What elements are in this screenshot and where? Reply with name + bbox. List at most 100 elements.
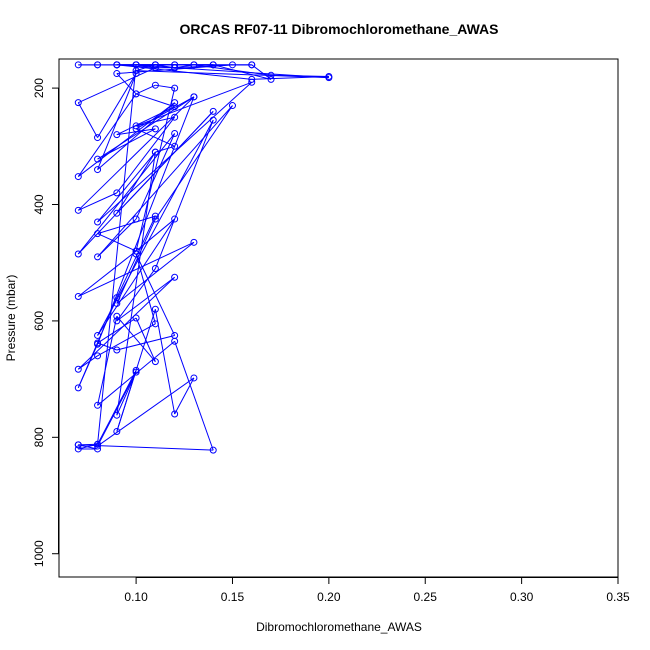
data-point	[74, 365, 82, 373]
series-segment	[135, 253, 156, 324]
series-segment	[116, 64, 252, 80]
series-segment	[116, 334, 175, 351]
series-segment	[97, 371, 137, 447]
series-segment	[97, 377, 195, 447]
series-segment	[135, 93, 175, 108]
series-segment	[77, 96, 195, 211]
data-point	[248, 78, 256, 86]
data-point	[248, 61, 256, 69]
data-point	[132, 250, 140, 258]
data-point	[151, 358, 159, 366]
series-segment	[193, 64, 272, 76]
series-segment	[97, 64, 137, 445]
data-point	[151, 265, 159, 273]
y-tick-label: 200	[32, 78, 46, 98]
series-segment	[116, 106, 175, 136]
data-point	[171, 215, 179, 223]
series-segment	[116, 73, 137, 95]
series-segment	[116, 218, 156, 304]
data-point	[151, 320, 159, 328]
x-tick-label: 0.10	[124, 590, 148, 604]
series-segment	[77, 93, 137, 177]
data-point	[325, 72, 333, 80]
series-segment	[136, 70, 329, 79]
data-point	[94, 352, 102, 360]
data-point	[132, 125, 140, 133]
y-tick-label: 600	[32, 311, 46, 331]
series-segment	[77, 355, 98, 370]
series-segment	[97, 215, 156, 235]
data-point	[113, 312, 121, 320]
x-tick-label: 0.20	[317, 590, 341, 604]
data-point	[151, 61, 159, 69]
data-point	[132, 368, 140, 376]
data-point	[74, 441, 82, 449]
data-point	[209, 116, 217, 124]
x-tick-label: 0.15	[221, 590, 245, 604]
data-point	[74, 384, 82, 392]
data-point	[209, 446, 217, 454]
series-segment	[135, 116, 175, 127]
plot-frame	[58, 58, 619, 578]
y-axis-label: Pressure (mbar)	[4, 275, 18, 362]
data-point	[151, 81, 159, 89]
series-segment	[97, 128, 156, 160]
data-point	[132, 61, 140, 69]
series-segment	[97, 73, 137, 138]
data-point	[151, 148, 159, 156]
data-point	[94, 218, 102, 226]
data-point	[190, 61, 198, 69]
series-segment	[97, 105, 233, 258]
data-point	[74, 99, 82, 107]
series-segment	[135, 218, 175, 252]
data-point	[113, 189, 121, 197]
x-axis: 0.10 0.15 0.20 0.25 0.30 0.35	[124, 577, 630, 604]
series-layer	[74, 61, 333, 454]
data-point	[113, 411, 121, 419]
data-point	[151, 305, 159, 313]
series-segment	[97, 316, 118, 406]
data-point	[94, 340, 102, 348]
chart-title: ORCAS RF07-11 Dibromochloromethane_AWAS	[180, 21, 499, 37]
data-point	[267, 75, 275, 83]
series-segment	[97, 102, 175, 170]
data-point	[113, 70, 121, 78]
series-segment	[135, 87, 176, 252]
data-point	[209, 61, 217, 69]
data-point	[171, 337, 179, 345]
series-segment	[116, 276, 175, 322]
data-point	[113, 209, 121, 217]
series-segment	[271, 74, 329, 77]
series-segment	[154, 105, 233, 220]
series-segment	[97, 370, 137, 445]
data-point	[171, 113, 179, 121]
series-segment	[251, 64, 272, 80]
data-point	[74, 206, 82, 214]
series-segment	[174, 377, 195, 415]
series-segment	[116, 309, 156, 432]
data-point	[113, 131, 121, 139]
data-point	[171, 61, 179, 69]
data-point	[190, 238, 198, 246]
series-segment	[77, 102, 98, 138]
data-point	[151, 212, 159, 220]
series-group	[74, 61, 333, 454]
data-point	[113, 61, 121, 69]
series-segment	[97, 151, 156, 223]
y-tick-label: 1000	[32, 540, 46, 567]
data-point	[190, 93, 198, 101]
data-point	[171, 142, 179, 150]
series-segment	[78, 192, 118, 211]
data-point	[94, 445, 102, 453]
series-segment	[78, 67, 156, 104]
series-segment	[116, 151, 156, 214]
data-point	[171, 273, 179, 281]
data-point	[113, 427, 121, 435]
data-point	[151, 125, 159, 133]
data-point	[228, 102, 236, 110]
series-segment	[135, 96, 195, 130]
series-segment	[77, 133, 176, 255]
data-point	[94, 401, 102, 409]
series-segment	[97, 218, 137, 258]
